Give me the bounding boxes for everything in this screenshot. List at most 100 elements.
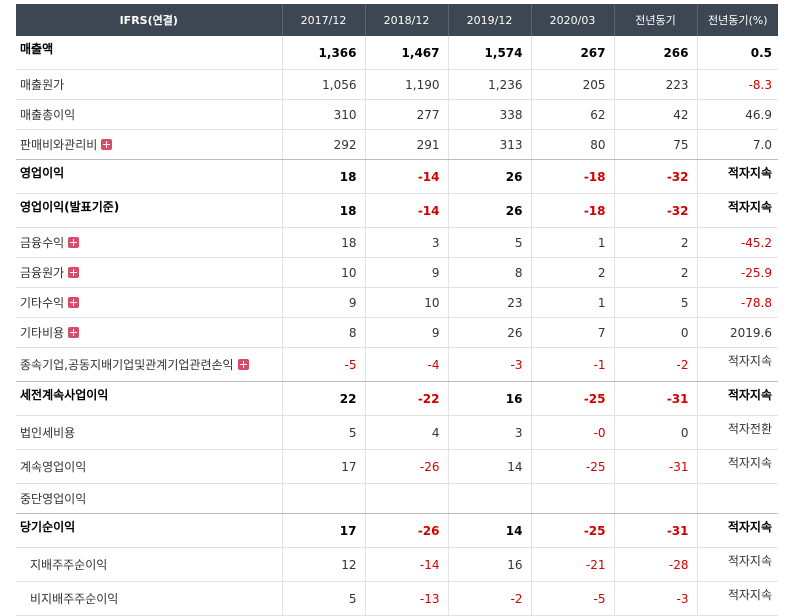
value-cell: 3 [365,227,449,258]
value-cell: 16 [448,381,532,416]
expand-plus-icon[interactable] [68,267,80,278]
yoy-percent-cell: 적자지속 [697,347,778,382]
value-cell: 5 [614,287,698,318]
table-row: 매출액 1,366 1,467 1,574 267 266 0.5 [16,36,778,70]
yoy-percent-cell: 적자지속 [697,449,778,484]
value-cell: -2 [448,581,532,616]
table-row: 영업이익(발표기준) 18 -14 26 -18 -32 적자지속 [16,193,778,228]
value-cell: 338 [448,99,532,130]
expand-plus-icon[interactable] [237,359,249,370]
table-row: 판매비와관리비 292 291 313 80 75 7.0 [16,129,778,160]
value-cell: 205 [531,69,615,100]
row-label-cell: 당기순이익 [16,513,283,548]
expand-plus-icon[interactable] [101,139,113,150]
value-cell: 310 [282,99,366,130]
value-cell: -2 [614,347,698,382]
yoy-percent-cell [697,483,778,514]
value-cell: -26 [365,449,449,484]
yoy-percent-cell: -8.3 [697,69,778,100]
row-label: 법인세비용 [20,426,76,440]
expand-plus-icon[interactable] [68,327,80,338]
value-cell: 9 [282,287,366,318]
value-cell: -26 [365,513,449,548]
value-cell: 10 [365,287,449,318]
row-label: 세전계속사업이익 [20,388,109,402]
table-row: 법인세비용 5 4 3 -0 0 적자전환 [16,415,778,450]
row-label-cell: 매출액 [16,36,283,70]
value-cell: 1 [531,287,615,318]
value-cell: -21 [531,547,615,582]
value-cell: 80 [531,129,615,160]
row-label-cell: 매출원가 [16,69,283,100]
row-label: 종속기업,공동지배기업및관계기업관련손익 [20,358,234,372]
row-label: 중단영업이익 [20,492,87,506]
value-cell: 9 [365,257,449,288]
row-label: 매출총이익 [20,108,76,122]
value-cell: 3 [448,415,532,450]
header-period: 2019/12 [448,4,532,36]
value-cell: 267 [531,36,615,70]
value-cell: -5 [531,581,615,616]
yoy-percent-cell: 2019.6 [697,317,778,348]
value-cell: 291 [365,129,449,160]
value-cell: -18 [531,159,615,194]
value-cell: -1 [531,347,615,382]
row-label-cell: 중단영업이익 [16,483,283,514]
value-cell: 2 [614,257,698,288]
yoy-percent-cell: 0.5 [697,36,778,70]
value-cell: -31 [614,449,698,484]
yoy-percent-cell: 46.9 [697,99,778,130]
row-label-cell: 영업이익 [16,159,283,194]
value-cell: 23 [448,287,532,318]
row-label: 기타비용 [20,326,65,340]
yoy-percent-cell: -78.8 [697,287,778,318]
value-cell [614,483,698,514]
value-cell: 5 [282,581,366,616]
value-cell: 26 [448,159,532,194]
yoy-percent-cell: 적자지속 [697,547,778,582]
table-row: 당기순이익 17 -26 14 -25 -31 적자지속 [16,513,778,548]
expand-plus-icon[interactable] [68,297,80,308]
value-cell: -0 [531,415,615,450]
yoy-percent-cell: 적자지속 [697,513,778,548]
value-cell: 277 [365,99,449,130]
table-row: 기타비용 8 9 26 7 0 2019.6 [16,317,778,348]
row-label: 영업이익 [20,166,65,180]
value-cell: -25 [531,381,615,416]
value-cell: -5 [282,347,366,382]
row-label: 기타수익 [20,296,65,310]
row-label: 매출원가 [20,78,65,92]
value-cell [282,483,366,514]
value-cell: -22 [365,381,449,416]
value-cell: -3 [614,581,698,616]
header-label: IFRS(연결) [16,4,283,36]
value-cell: 14 [448,449,532,484]
value-cell: 10 [282,257,366,288]
value-cell: -25 [531,513,615,548]
value-cell: 26 [448,193,532,228]
value-cell: 8 [448,257,532,288]
row-label-cell: 지배주주순이익 [16,547,283,582]
yoy-percent-cell: -45.2 [697,227,778,258]
table-row: 지배주주순이익 12 -14 16 -21 -28 적자지속 [16,547,778,582]
value-cell: 62 [531,99,615,130]
value-cell: -3 [448,347,532,382]
value-cell: 1,366 [282,36,366,70]
row-label-cell: 매출총이익 [16,99,283,130]
value-cell: 1 [531,227,615,258]
value-cell: 8 [282,317,366,348]
table-row: 영업이익 18 -14 26 -18 -32 적자지속 [16,159,778,194]
value-cell [448,483,532,514]
row-label-cell: 법인세비용 [16,415,283,450]
value-cell: 1,574 [448,36,532,70]
table-row: 종속기업,공동지배기업및관계기업관련손익 -5 -4 -3 -1 -2 적자지속 [16,347,778,382]
yoy-percent-cell: 적자지속 [697,159,778,194]
value-cell: 1,467 [365,36,449,70]
value-cell: -25 [531,449,615,484]
row-label-cell: 판매비와관리비 [16,129,283,160]
expand-plus-icon[interactable] [68,237,80,248]
yoy-percent-cell: -25.9 [697,257,778,288]
value-cell: 292 [282,129,366,160]
row-label-cell: 계속영업이익 [16,449,283,484]
table-row: 기타수익 9 10 23 1 5 -78.8 [16,287,778,318]
